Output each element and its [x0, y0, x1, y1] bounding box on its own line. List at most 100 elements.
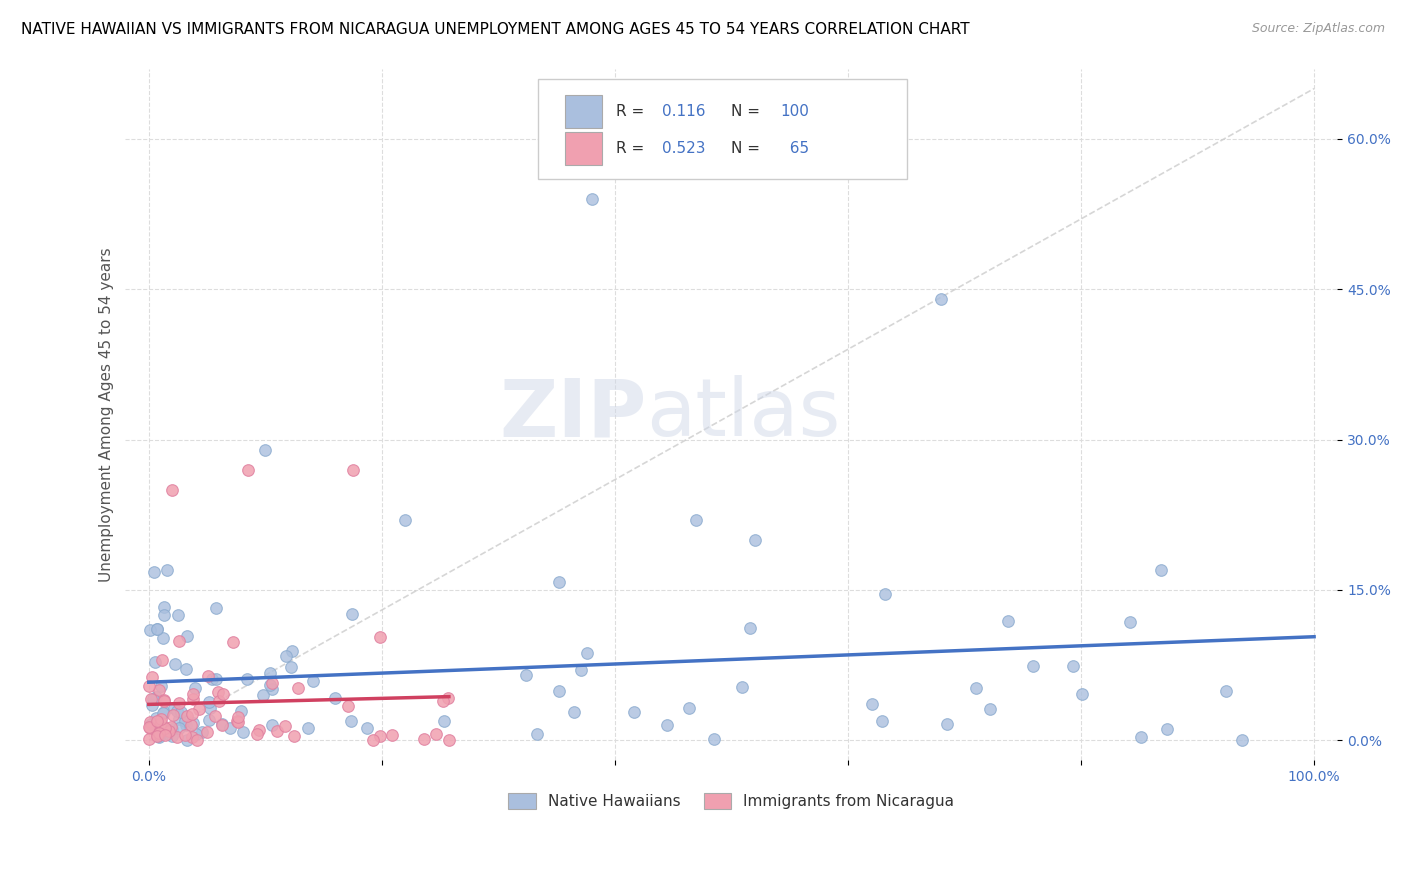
- Point: [337, 699, 360, 714]
- Point: [323, 690, 346, 705]
- FancyBboxPatch shape: [537, 78, 907, 179]
- Point: [141, 698, 163, 712]
- Point: [280, 644, 302, 658]
- Point: [205, 672, 228, 686]
- Point: [1150, 563, 1173, 577]
- Point: [150, 712, 173, 726]
- Point: [152, 693, 174, 707]
- Point: [170, 705, 193, 719]
- Point: [356, 721, 378, 735]
- FancyBboxPatch shape: [565, 95, 602, 128]
- Point: [160, 720, 183, 734]
- Point: [142, 692, 165, 706]
- Point: [412, 732, 434, 747]
- Point: [153, 728, 176, 742]
- Point: [176, 733, 198, 747]
- Point: [139, 716, 162, 731]
- Point: [236, 462, 259, 476]
- Point: [276, 648, 298, 663]
- Point: [146, 720, 169, 734]
- Point: [655, 718, 678, 732]
- Point: [252, 688, 274, 702]
- Point: [141, 670, 163, 684]
- Point: [226, 714, 249, 729]
- Point: [1070, 687, 1092, 701]
- Point: [146, 622, 169, 636]
- Point: [685, 513, 707, 527]
- Point: [204, 709, 226, 723]
- Point: [273, 719, 295, 733]
- Point: [138, 720, 160, 734]
- Text: 100: 100: [780, 103, 808, 119]
- Point: [259, 666, 281, 681]
- Point: [394, 513, 416, 527]
- Text: 0.116: 0.116: [662, 103, 706, 119]
- Point: [208, 694, 231, 708]
- FancyBboxPatch shape: [565, 132, 602, 165]
- Point: [143, 565, 166, 579]
- Point: [207, 684, 229, 698]
- Point: [576, 646, 599, 660]
- Point: [247, 723, 270, 738]
- Point: [738, 621, 761, 635]
- Point: [169, 633, 191, 648]
- Point: [623, 705, 645, 719]
- Point: [167, 721, 190, 735]
- Point: [340, 607, 363, 621]
- Point: [167, 712, 190, 726]
- Point: [152, 600, 174, 615]
- Point: [1156, 722, 1178, 736]
- Point: [139, 722, 162, 736]
- Point: [146, 622, 169, 636]
- Point: [1062, 659, 1084, 673]
- Point: [181, 706, 204, 721]
- Point: [139, 714, 162, 729]
- Point: [222, 635, 245, 649]
- Point: [368, 630, 391, 644]
- Point: [198, 695, 221, 709]
- Point: [173, 728, 195, 742]
- Point: [184, 727, 207, 741]
- Point: [547, 574, 569, 589]
- Point: [187, 702, 209, 716]
- Point: [195, 724, 218, 739]
- Point: [302, 674, 325, 689]
- Text: N =: N =: [731, 103, 765, 119]
- Point: [870, 714, 893, 729]
- Point: [212, 687, 235, 701]
- Point: [1230, 733, 1253, 747]
- Point: [526, 727, 548, 741]
- Point: [226, 714, 249, 729]
- Point: [184, 681, 207, 696]
- Point: [259, 677, 281, 691]
- Point: [703, 731, 725, 746]
- Point: [157, 724, 180, 739]
- Point: [181, 731, 204, 745]
- Text: 0.523: 0.523: [662, 141, 706, 156]
- Point: [228, 710, 250, 724]
- Point: [176, 709, 198, 723]
- Point: [148, 726, 170, 740]
- Point: [232, 724, 254, 739]
- Point: [146, 714, 169, 728]
- Point: [875, 587, 897, 601]
- Point: [191, 725, 214, 739]
- Point: [160, 483, 183, 497]
- Point: [181, 692, 204, 706]
- Point: [211, 717, 233, 731]
- Point: [936, 717, 959, 731]
- Point: [979, 702, 1001, 716]
- Point: [678, 701, 700, 715]
- Point: [139, 692, 162, 706]
- Point: [235, 672, 257, 686]
- Point: [219, 721, 242, 735]
- Text: R =: R =: [616, 141, 650, 156]
- Point: [340, 714, 363, 729]
- Point: [562, 705, 585, 719]
- Point: [744, 533, 766, 547]
- Y-axis label: Unemployment Among Ages 45 to 54 years: Unemployment Among Ages 45 to 54 years: [100, 247, 114, 582]
- Point: [160, 729, 183, 743]
- Point: [138, 732, 160, 747]
- Point: [163, 657, 186, 672]
- Point: [197, 669, 219, 683]
